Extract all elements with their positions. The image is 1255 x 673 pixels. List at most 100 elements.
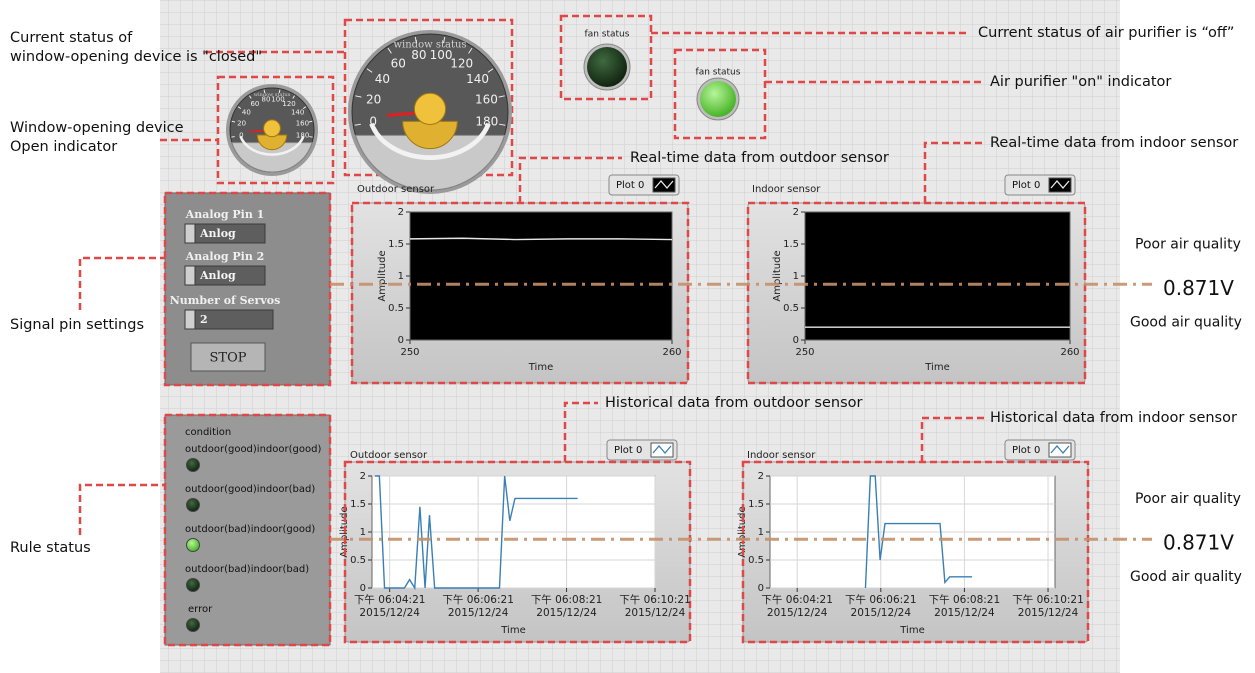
control-increment [184, 309, 196, 330]
control-value: Anlog [199, 227, 236, 240]
dashed-box [350, 201, 690, 385]
x-tick-label: 250 [400, 347, 419, 358]
threshold-above: Poor air quality [1135, 236, 1241, 252]
y-axis-label: Amplitude [772, 250, 783, 301]
x-tick-label: 下午 06:06:21 2015/12/24 [442, 594, 514, 619]
gauge-tick [263, 89, 266, 94]
gauge-tick-label: 160 [475, 92, 498, 106]
y-tick-label: 2 [793, 207, 799, 218]
gauge-knob [263, 119, 281, 138]
gauge-tick-label: 20 [366, 92, 381, 106]
gauge-tick-label: 100 [271, 96, 284, 104]
y-tick-label: 0 [398, 335, 404, 346]
control-increment [184, 223, 196, 244]
x-axis-label: Time [924, 362, 949, 373]
y-tick-label: 1.5 [783, 239, 799, 250]
gauge-tick-label: 180 [475, 115, 498, 129]
gauge-tick [237, 106, 242, 110]
fan-led [700, 81, 736, 117]
gauge-tick-label: 100 [430, 48, 453, 62]
gauge-tick-label: 40 [242, 108, 251, 116]
gauge-tick [231, 136, 235, 138]
gauge-tick [278, 89, 281, 94]
x-tick-label: 下午 06:10:21 2015/12/24 [619, 594, 691, 619]
y-tick-label: 1.5 [748, 499, 764, 510]
gauge-tick [355, 95, 362, 98]
y-tick-label: 0.5 [783, 303, 799, 314]
dashed-box [163, 413, 332, 647]
y-tick-label: 2 [758, 471, 764, 482]
y-tick-label: 0.5 [350, 555, 366, 566]
control-value: Anlog [199, 269, 236, 282]
control-increment [184, 265, 196, 286]
gauge-tick [302, 106, 307, 110]
rule-label: outdoor(bad)indoor(good) [185, 524, 315, 535]
gauge-tick [309, 136, 313, 138]
gauge-knob-base [256, 134, 288, 151]
chart-title: Outdoor sensor [350, 450, 428, 461]
y-tick-label: 1 [360, 527, 366, 538]
x-tick-label: 下午 06:04:21 2015/12/24 [353, 594, 426, 619]
y-axis-label: Amplitude [377, 250, 388, 301]
annotation: Rule status [10, 540, 91, 556]
gauge-knob [413, 92, 447, 125]
gauge-label: window status [254, 92, 291, 98]
gauge-tick-label: 140 [291, 108, 304, 116]
y-tick-label: 0 [758, 583, 764, 594]
rule-label: outdoor(good)indoor(bad) [185, 484, 315, 495]
dashed-box [343, 460, 692, 644]
gauge-tick [248, 95, 252, 99]
stop-label[interactable]: STOP [210, 351, 247, 366]
legend-swatch [1050, 445, 1070, 454]
rule-label: outdoor(good)indoor(good) [185, 444, 321, 455]
series-line [864, 475, 973, 589]
gauge-tick [292, 95, 296, 99]
legend-swatch [1050, 180, 1070, 189]
legend-label: Plot 0 [1012, 445, 1040, 456]
series-line [409, 237, 673, 241]
y-tick-label: 0.5 [748, 555, 764, 566]
y-tick-label: 1.5 [388, 239, 404, 250]
x-tick-label: 250 [795, 347, 814, 358]
y-tick-label: 1 [398, 271, 404, 282]
annotation: Current status of [10, 30, 133, 46]
gauge-tick-label: 80 [411, 48, 426, 62]
chart-title: Outdoor sensor [357, 184, 435, 195]
dashed-box [673, 48, 767, 140]
y-tick-label: 0 [793, 335, 799, 346]
threshold-label: 0.871V [1163, 531, 1234, 555]
rule-label: outdoor(bad)indoor(bad) [185, 564, 309, 575]
gauge-label: window status [393, 39, 466, 50]
dashed-box [163, 191, 332, 387]
rule-led [186, 578, 200, 592]
annotation: Open indicator [10, 139, 117, 155]
x-tick-label: 260 [662, 347, 681, 358]
dashed-box [741, 460, 1090, 644]
control-field [184, 309, 274, 330]
gauge-tick [387, 47, 392, 54]
legend-label: Plot 0 [614, 445, 642, 456]
legend-swatch [652, 445, 672, 454]
gauge-tick-label: 0 [239, 131, 243, 139]
y-tick-label: 2 [398, 207, 404, 218]
annotation: Real-time data from outdoor sensor [630, 150, 889, 166]
gauge-tick-label: 160 [296, 119, 309, 127]
connectors [78, 31, 985, 535]
gauge-tick-label: 80 [262, 96, 271, 104]
y-tick-label: 2 [360, 471, 366, 482]
annotation: window-opening device is "closed" [10, 49, 262, 65]
threshold-below: Good air quality [1130, 314, 1242, 330]
annotation: Air purifier "on" indicator [990, 74, 1171, 90]
y-tick-label: 0.5 [388, 303, 404, 314]
gauge-arc [239, 135, 305, 156]
stop-button[interactable] [190, 342, 266, 372]
fan-label: fan status [585, 30, 630, 40]
gauge-tick [414, 36, 417, 44]
x-tick-label: 下午 06:10:21 2015/12/24 [1012, 594, 1084, 619]
threshold-below: Good air quality [1130, 569, 1242, 585]
dashed-box [343, 18, 514, 177]
gauge-tick-label: 60 [250, 100, 259, 108]
dashed-box [559, 14, 653, 101]
